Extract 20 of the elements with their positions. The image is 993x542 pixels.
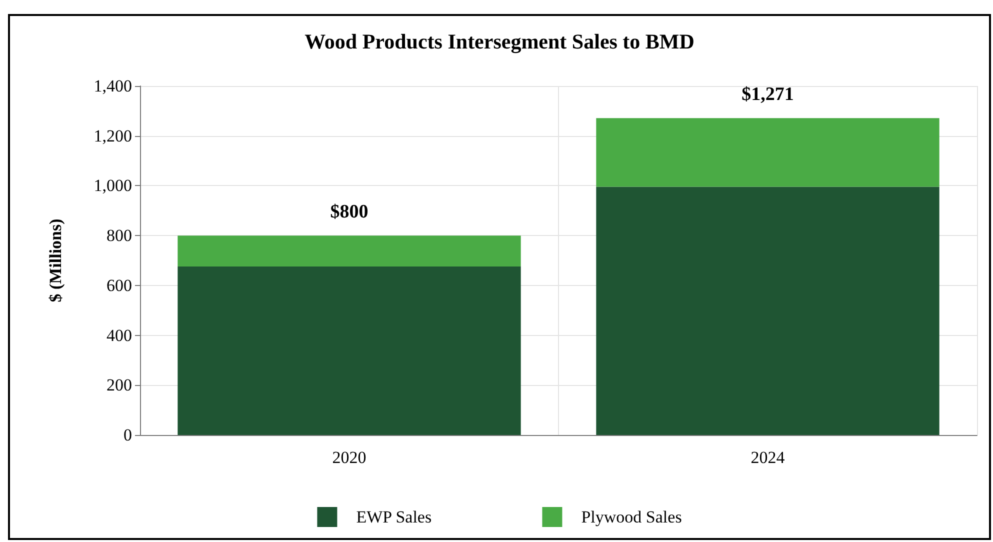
y-tick-label: 600 bbox=[106, 276, 132, 295]
chart-title: Wood Products Intersegment Sales to BMD bbox=[304, 30, 694, 54]
y-tick-label: 1,200 bbox=[94, 126, 132, 146]
x-tick-label: 2024 bbox=[750, 448, 786, 467]
legend-label: EWP Sales bbox=[356, 508, 432, 526]
legend-label: Plywood Sales bbox=[581, 508, 682, 526]
y-tick-label: 800 bbox=[106, 226, 132, 246]
bar bbox=[596, 118, 940, 187]
y-axis-title: $ (Millions) bbox=[46, 218, 65, 302]
y-tick-label: 0 bbox=[124, 426, 132, 444]
bar bbox=[596, 186, 940, 435]
y-tick-label: 200 bbox=[106, 376, 132, 395]
y-tick-label: 400 bbox=[106, 326, 132, 345]
bar bbox=[178, 236, 521, 266]
total-label: $800 bbox=[330, 202, 368, 223]
total-label: $1,271 bbox=[742, 84, 794, 106]
x-tick-label: 2020 bbox=[332, 448, 366, 467]
y-tick-label: 1,000 bbox=[94, 176, 132, 196]
y-tick-label: 1,400 bbox=[94, 76, 132, 96]
bar bbox=[178, 266, 521, 435]
